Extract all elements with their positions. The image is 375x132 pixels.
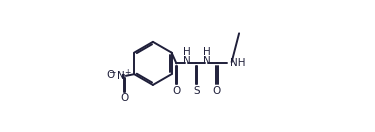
Text: −: −: [108, 68, 116, 77]
Text: N: N: [117, 71, 124, 81]
Text: O: O: [172, 86, 180, 96]
Text: O: O: [120, 93, 128, 103]
Text: O: O: [106, 70, 115, 81]
Text: H: H: [203, 47, 211, 57]
Text: H: H: [183, 47, 191, 57]
Text: N: N: [183, 56, 191, 66]
Text: NH: NH: [230, 58, 245, 68]
Text: S: S: [193, 86, 200, 96]
Text: N: N: [203, 56, 211, 66]
Text: +: +: [124, 68, 130, 77]
Text: O: O: [213, 86, 221, 96]
